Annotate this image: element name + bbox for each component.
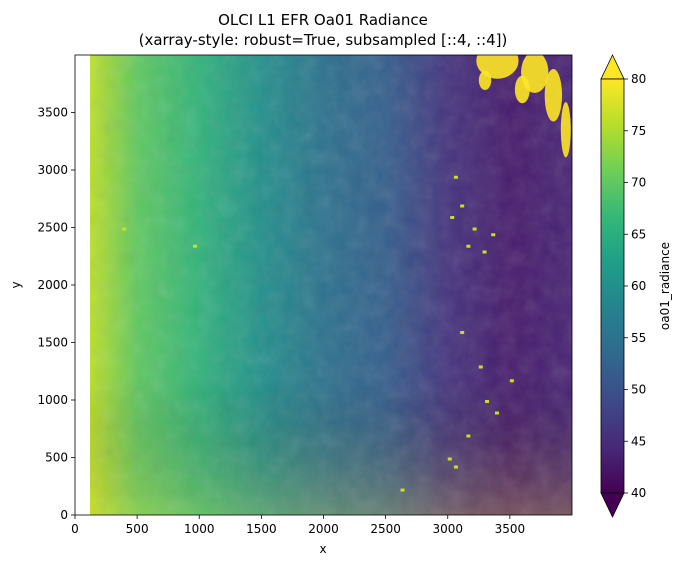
y-tick-label: 3000 — [37, 163, 68, 177]
x-tick-label: 3000 — [432, 522, 463, 536]
colorbar-extend-bottom — [600, 492, 625, 518]
cloud-speck — [494, 411, 499, 415]
colorbar-tick-label: 80 — [631, 72, 646, 86]
cloud-patch — [514, 75, 530, 104]
y-axis-ticks: 0 500 1000 1500 2000 2500 3000 3500 — [37, 106, 75, 522]
cloud-speck — [485, 400, 490, 403]
x-tick-label: 3500 — [495, 522, 526, 536]
colorbar-tick-label: 70 — [631, 176, 646, 190]
colorbar-tick-label: 45 — [631, 434, 646, 448]
cloud-speck — [447, 457, 452, 461]
heatmap-texture — [90, 55, 572, 515]
cloud-speck — [453, 465, 458, 469]
colorbar-tick-label: 60 — [631, 279, 646, 293]
colorbar-tick-label: 75 — [631, 124, 646, 138]
x-axis-label: x — [319, 542, 326, 556]
y-tick-label: 1000 — [37, 393, 68, 407]
chart-title-line1: OLCI L1 EFR Oa01 Radiance — [218, 11, 428, 29]
x-tick-label: 0 — [71, 522, 79, 536]
colorbar-tick-label: 40 — [631, 486, 646, 500]
colorbar-body — [600, 78, 625, 494]
cloud-speck — [453, 175, 458, 179]
y-tick-label: 2000 — [37, 278, 68, 292]
colorbar-ticks: 40 45 50 55 60 65 70 75 80 — [624, 72, 646, 500]
y-tick-label: 0 — [60, 508, 68, 522]
y-tick-label: 3500 — [37, 106, 68, 120]
cloud-speck — [472, 227, 477, 231]
y-tick-label: 2500 — [37, 221, 68, 235]
cloud-speck — [482, 250, 487, 254]
x-tick-label: 2500 — [370, 522, 401, 536]
cloud-speck — [450, 216, 455, 219]
y-tick-label: 500 — [45, 451, 68, 465]
cloud-speck — [460, 331, 465, 334]
x-tick-label: 1000 — [184, 522, 215, 536]
chart-title-line2: (xarray-style: robust=True, subsampled [… — [139, 31, 508, 49]
cloud-patch — [560, 102, 571, 158]
cloud-speck — [466, 244, 471, 248]
cloud-speck — [193, 244, 198, 248]
bright-cloud-patches — [122, 55, 571, 492]
cloud-speck — [491, 233, 496, 237]
colorbar-tick-label: 65 — [631, 227, 646, 241]
colorbar-label: oa01_radiance — [658, 242, 672, 330]
cloud-speck — [122, 227, 127, 231]
cloud-speck — [509, 379, 514, 383]
x-tick-label: 1500 — [246, 522, 277, 536]
cloud-patch — [544, 69, 563, 122]
x-tick-label: 500 — [126, 522, 149, 536]
cloud-speck — [478, 365, 483, 369]
colorbar-tick-label: 50 — [631, 383, 646, 397]
y-axis-label: y — [9, 281, 23, 288]
colorbar-extend-top — [600, 54, 625, 80]
cloud-speck — [460, 204, 465, 208]
heatmap-image — [75, 55, 572, 515]
colorbar-tick-label: 55 — [631, 331, 646, 345]
y-tick-label: 1500 — [37, 336, 68, 350]
x-axis-ticks: 0 500 1000 1500 2000 2500 3000 3500 — [71, 515, 525, 536]
cloud-patch — [478, 70, 492, 90]
colorbar: 40 45 50 55 60 65 70 75 80 oa01_radiance — [600, 54, 672, 518]
cloud-speck — [466, 434, 471, 438]
cloud-speck — [400, 488, 405, 492]
x-tick-label: 2000 — [308, 522, 339, 536]
